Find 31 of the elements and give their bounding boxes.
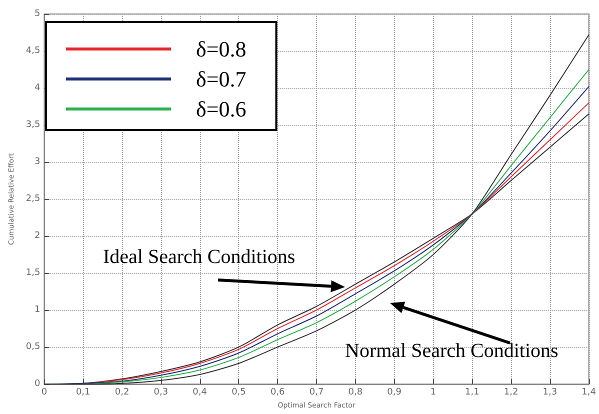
x-tick-label: 0,2 xyxy=(114,388,130,398)
y-tick-label: 4,5 xyxy=(26,46,40,56)
x-tick-label: 1 xyxy=(430,388,436,398)
legend-label: δ=0.8 xyxy=(196,36,246,62)
x-tick-label: 1,4 xyxy=(582,388,596,398)
x-tick-label: 0,3 xyxy=(154,388,168,398)
x-tick-label: 0,9 xyxy=(387,388,402,398)
x-tick-label: 0 xyxy=(41,388,48,398)
y-tick-label: 4 xyxy=(34,83,40,94)
y-tick-label: 1 xyxy=(34,305,40,316)
x-tick-label: 1,2 xyxy=(504,388,518,398)
x-tick-label: 1,1 xyxy=(464,388,480,398)
legend-label: δ=0.7 xyxy=(196,66,246,92)
x-tick-label: 0,5 xyxy=(232,388,246,398)
y-tick-label: 5 xyxy=(34,9,40,19)
y-tick-label: 2,5 xyxy=(26,194,40,204)
y-tick-label: 3,5 xyxy=(26,120,40,130)
y-tick-label: 1,5 xyxy=(26,268,40,278)
y-tick-label: 0,5 xyxy=(26,342,40,352)
x-tick-label: 0,4 xyxy=(192,388,208,398)
annotation: Normal Search Conditions xyxy=(345,340,559,362)
y-tick-label: 0 xyxy=(34,379,40,390)
y-tick-label: 3 xyxy=(34,157,40,168)
x-tick-label: 0,6 xyxy=(270,388,286,398)
x-tick-label: 0,8 xyxy=(348,388,363,398)
x-tick-label: 0,7 xyxy=(309,388,324,398)
x-tick-label: 1,3 xyxy=(542,388,558,398)
y-tick-label: 2 xyxy=(34,231,40,242)
legend-label: δ=0.6 xyxy=(196,96,246,122)
x-tick-label: 0,1 xyxy=(76,388,90,398)
annotation: Ideal Search Conditions xyxy=(103,246,296,268)
